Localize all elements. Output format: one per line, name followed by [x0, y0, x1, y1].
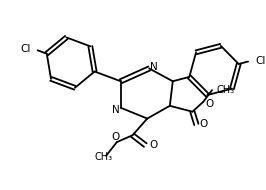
Text: N: N	[150, 62, 158, 71]
Text: O: O	[149, 140, 157, 150]
Text: N: N	[112, 105, 120, 115]
Text: O: O	[205, 99, 213, 109]
Text: CH₃: CH₃	[217, 85, 235, 95]
Text: Cl: Cl	[255, 55, 265, 66]
Text: Cl: Cl	[20, 44, 31, 54]
Text: O: O	[199, 120, 207, 129]
Text: O: O	[112, 132, 120, 142]
Text: CH₃: CH₃	[94, 152, 112, 162]
